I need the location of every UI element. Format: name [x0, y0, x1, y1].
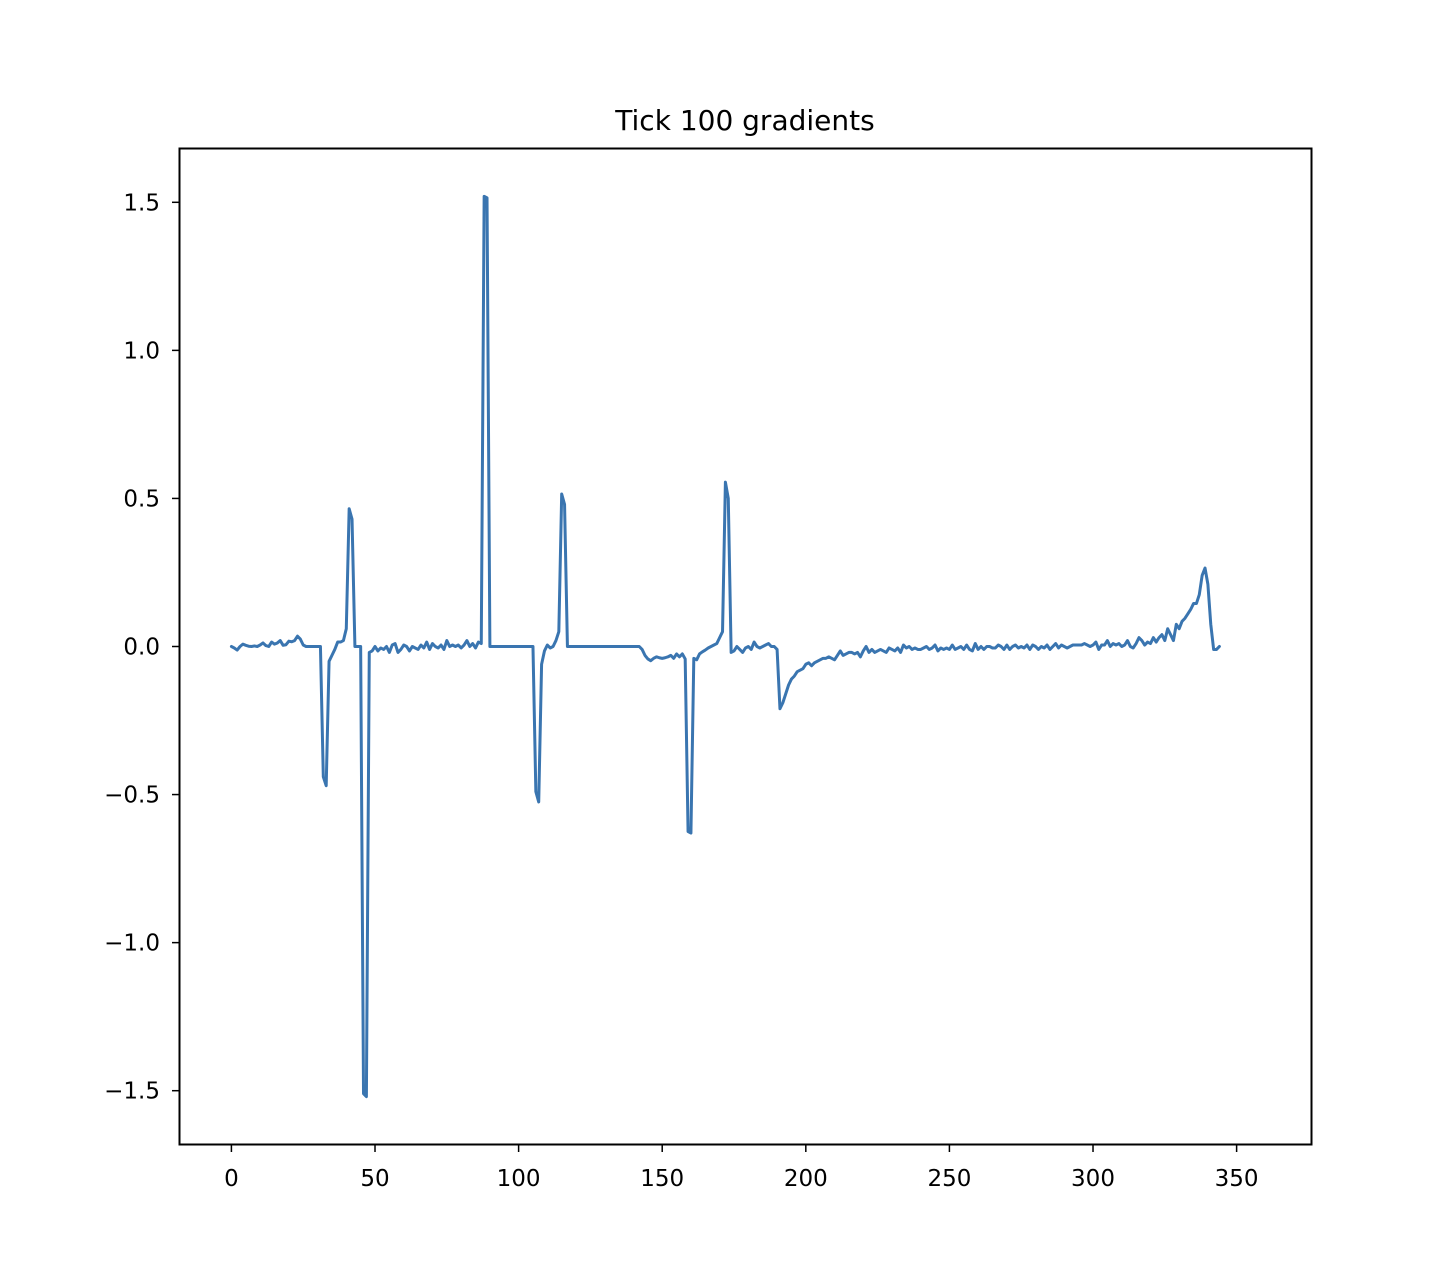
- y-tick-label: 0.0: [123, 635, 160, 661]
- gradient-series-line: [229, 194, 1221, 1099]
- y-tick-label: 1.0: [123, 338, 160, 364]
- y-tick-label: −1.0: [104, 931, 160, 957]
- chart-title: Tick 100 gradients: [614, 104, 874, 137]
- x-tick-label: 300: [1071, 1166, 1115, 1192]
- y-tick-label: −1.5: [104, 1079, 160, 1105]
- x-tick-label: 250: [927, 1166, 971, 1192]
- y-axis: −1.5 −1.0 −0.5 0.0 0.5 1.0 1.5: [104, 190, 180, 1105]
- x-tick-label: 100: [497, 1166, 541, 1192]
- y-tick-label: 1.5: [123, 190, 160, 216]
- x-tick-label: 150: [640, 1166, 684, 1192]
- x-axis: 0 50 100 150 200 250 300 350: [224, 1144, 1259, 1192]
- y-tick-label: −0.5: [104, 783, 160, 809]
- y-tick-label: 0.5: [123, 486, 160, 512]
- x-tick-label: 0: [224, 1166, 239, 1192]
- x-tick-label: 350: [1215, 1166, 1259, 1192]
- plot-frame: [178, 147, 1313, 1146]
- x-tick-label: 200: [784, 1166, 828, 1192]
- x-tick-label: 50: [360, 1166, 389, 1192]
